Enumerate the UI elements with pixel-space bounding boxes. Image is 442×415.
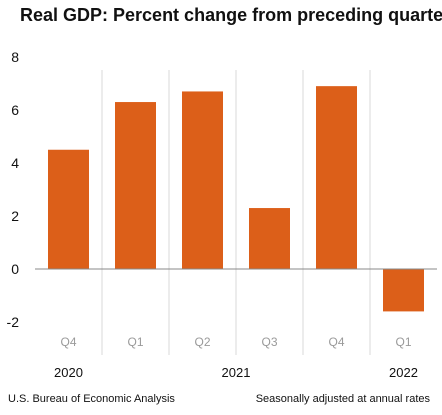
seasonal-note: Seasonally adjusted at annual rates — [255, 393, 430, 405]
x-tick-label: Q1 — [127, 335, 143, 349]
x-tick-label: Q4 — [328, 335, 344, 349]
year-label: 2021 — [222, 365, 251, 380]
x-axis-quarter-ticks: Q4 Q1 Q2 Q3 Q4 Q1 — [60, 335, 411, 349]
source-note: U.S. Bureau of Economic Analysis — [8, 393, 175, 405]
x-tick-label: Q3 — [261, 335, 277, 349]
y-tick-label: 2 — [11, 208, 19, 224]
bar — [316, 86, 357, 270]
y-axis-ticks: -2 0 2 4 6 8 — [7, 49, 20, 330]
x-tick-label: Q4 — [60, 335, 76, 349]
category-separators — [101, 70, 371, 355]
year-label: 2022 — [389, 365, 418, 380]
y-tick-label: 8 — [11, 49, 19, 65]
y-tick-label: -2 — [7, 314, 20, 330]
bar — [48, 149, 89, 269]
x-axis-year-labels: 2020 2021 2022 — [54, 365, 418, 380]
bar — [383, 269, 424, 312]
bar — [182, 91, 223, 269]
y-tick-label: 0 — [11, 261, 19, 277]
y-tick-label: 6 — [11, 102, 19, 118]
chart-title: Real GDP: Percent change from preceding … — [20, 5, 442, 25]
y-tick-label: 4 — [11, 155, 19, 171]
x-tick-label: Q1 — [395, 335, 411, 349]
bar — [249, 208, 290, 269]
bar-series — [48, 86, 424, 312]
year-label: 2020 — [54, 365, 83, 380]
bar — [115, 102, 156, 269]
x-tick-label: Q2 — [194, 335, 210, 349]
